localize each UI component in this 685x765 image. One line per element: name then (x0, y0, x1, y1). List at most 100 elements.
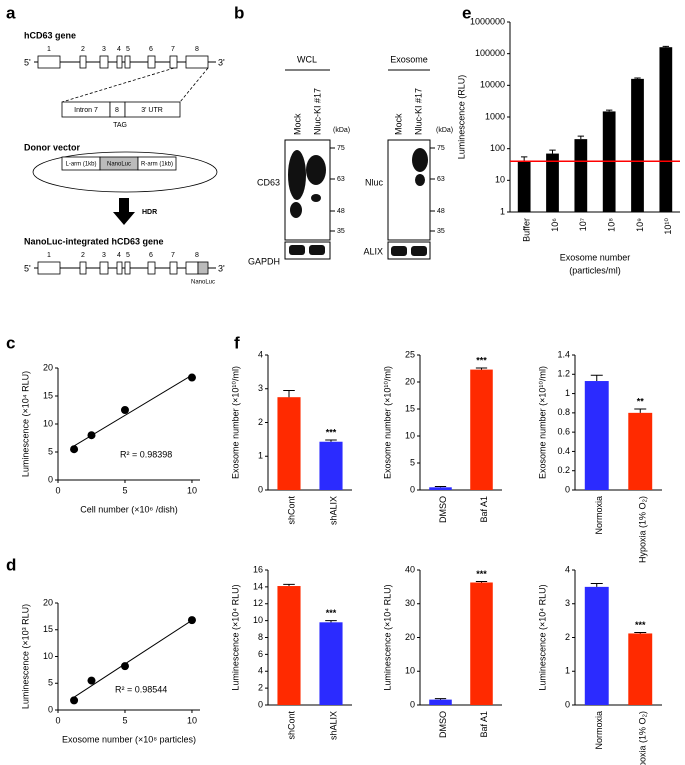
bar (429, 699, 452, 705)
y-axis-label: Exosome number (×10¹⁰/ml) (382, 366, 392, 479)
panel-label: e (462, 3, 471, 22)
error-bar (549, 149, 556, 154)
blot-title: Exosome (390, 54, 428, 64)
x-tick-label: Buffer (522, 218, 532, 242)
protein-label: CD63 (257, 177, 280, 187)
zoom-label: 3' UTR (141, 107, 163, 114)
protein-label: ALIX (363, 246, 383, 256)
y-tick-label: 5 (48, 678, 53, 688)
diagram-title: hCD63 gene (24, 30, 76, 40)
lane-label: Mock (292, 113, 302, 135)
kda-label: (kDa) (436, 127, 453, 134)
end-label: 3' (218, 263, 225, 273)
x-tick-label: 5 (122, 485, 127, 495)
y-tick-label: 0.8 (557, 407, 570, 417)
exon-label: 7 (171, 46, 175, 53)
y-tick-label: 12 (253, 598, 263, 608)
zoom-line (61, 67, 175, 103)
bar (631, 78, 644, 212)
arm-label: NanoLuc (107, 162, 131, 168)
exons (37, 261, 209, 275)
zoom-line (179, 67, 209, 103)
tag-label: TAG (113, 122, 127, 129)
y-axis-label: Exosome number (×10¹⁰/ml) (537, 366, 547, 479)
x-tick-label: 10⁶ (550, 218, 560, 232)
bar (628, 633, 653, 705)
y-tick-label: 10000 (480, 80, 505, 90)
x-tick-label: 5 (122, 715, 127, 725)
diagram-title: NanoLuc-integrated hCD63 gene (24, 236, 164, 246)
exon-label: 2 (81, 252, 85, 259)
panel-label: c (6, 333, 15, 352)
y-tick-label: 10 (405, 430, 415, 440)
y-axis-label: Exosome number (×10¹⁰/ml) (230, 366, 240, 479)
marker-label: 48 (337, 208, 345, 215)
x-tick-label: Baf A1 (479, 496, 489, 523)
y-tick-label: 10 (405, 666, 415, 676)
arm-label: R-arm (1kb) (141, 162, 173, 168)
error-bar (283, 389, 295, 398)
y-tick-label: 25 (405, 349, 415, 359)
y-axis-label: Luminescence (RLU) (456, 75, 466, 160)
y-axis-label: Luminescence (×10⁴ RLU) (230, 584, 240, 690)
exon-label: 4 (117, 252, 121, 259)
y-tick-label: 30 (405, 598, 415, 608)
y-tick-label: 0 (258, 484, 263, 494)
bar (319, 622, 343, 705)
bar (470, 369, 493, 490)
error-bar (434, 698, 447, 700)
x-tick-label: 0 (55, 715, 60, 725)
x-tick-label: 10⁹ (635, 218, 645, 232)
y-tick-label: 20 (405, 632, 415, 642)
marker-label: 63 (437, 176, 445, 183)
lane-label: Mock (393, 113, 403, 135)
error-bar (577, 135, 585, 140)
y-tick-label: 10 (43, 651, 53, 661)
marker-label: 63 (337, 176, 345, 183)
y-tick-label: 3 (565, 598, 570, 608)
x-axis-label: (particles/ml) (569, 265, 621, 275)
y-tick-label: 14 (253, 581, 263, 591)
bar (546, 153, 559, 212)
x-tick-label: DMSO (438, 496, 448, 523)
y-tick-label: 0 (410, 699, 415, 709)
bands (288, 148, 428, 256)
bar (277, 397, 301, 490)
y-tick-label: 16 (253, 564, 263, 574)
point (87, 431, 96, 440)
x-axis-label: Exosome number (560, 252, 631, 262)
y-tick-label: 3 (258, 383, 263, 393)
x-tick-label: shCont (286, 496, 296, 525)
significance: *** (326, 608, 337, 618)
nanoluc-label: NanoLuc (191, 280, 215, 286)
x-tick-label: 10 (187, 485, 197, 495)
y-tick-label: 5 (48, 446, 53, 456)
y-tick-label: 2 (258, 683, 263, 693)
y-tick-label: 40 (405, 564, 415, 574)
y-tick-label: 0.6 (557, 427, 570, 437)
point (120, 406, 129, 414)
x-tick-label: Normoxia (594, 496, 604, 535)
arrow (113, 198, 135, 225)
significance: *** (326, 427, 337, 437)
significance: *** (635, 620, 646, 630)
zoom-label: Intron 7 (74, 107, 98, 114)
y-tick-label: 1 (565, 666, 570, 676)
y-tick-label: 20 (405, 376, 415, 386)
error-bar (325, 620, 337, 623)
error-bar (590, 583, 603, 587)
y-tick-label: 4 (565, 564, 570, 574)
exons (37, 55, 209, 69)
y-tick-label: 1000 (485, 111, 505, 121)
significance: ** (637, 396, 645, 406)
end-label: 5' (24, 263, 31, 273)
x-tick-label: 10 (187, 715, 197, 725)
protein-label: Nluc (365, 177, 384, 187)
y-tick-label: 0 (565, 484, 570, 494)
y-tick-label: 20 (43, 597, 53, 607)
y-tick-label: 0 (565, 699, 570, 709)
trend-line (73, 619, 193, 698)
y-axis-label: Luminescence (×10⁴ RLU) (382, 584, 392, 690)
arm (137, 156, 177, 171)
y-axis-label: Luminescence (×10⁴ RLU) (537, 584, 547, 690)
